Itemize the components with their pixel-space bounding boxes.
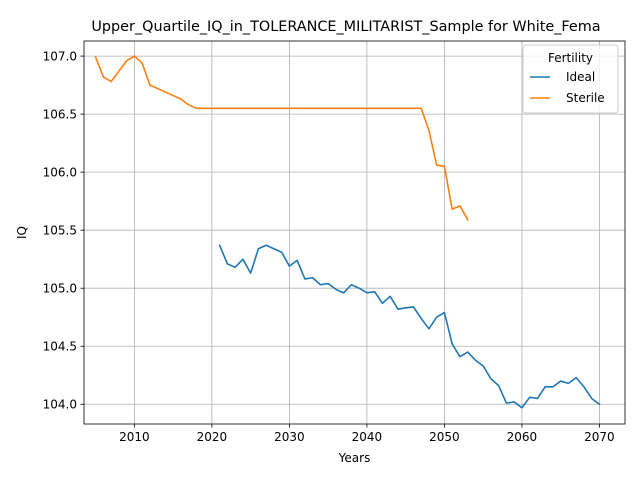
- y-tick-label: 104.0: [43, 398, 77, 412]
- axis-ticks: 2010 2020 2030 2040 2050 2060 2070 104.0 104.5 10…: [43, 49, 615, 444]
- series-line-ideal: [218, 244, 601, 409]
- chart-title: Upper_Quartile_IQ_in_TOLERANCE_MILITARIS…: [91, 19, 600, 35]
- y-tick-label: 106.5: [43, 107, 77, 121]
- y-tick-label: 105.5: [43, 223, 77, 237]
- y-axis-label: IQ: [15, 226, 29, 239]
- x-tick-label: 2070: [584, 430, 615, 444]
- y-tick-label: 107.0: [43, 49, 77, 63]
- x-tick-label: 2020: [197, 430, 228, 444]
- y-tick-label: 104.5: [43, 340, 77, 354]
- legend-title: Fertility: [548, 51, 593, 65]
- x-tick-label: 2040: [352, 430, 383, 444]
- legend-label-ideal: Ideal: [566, 70, 595, 84]
- x-tick-label: 2010: [119, 430, 150, 444]
- legend-label-sterile: Sterile: [566, 91, 605, 105]
- legend: Fertility Ideal Sterile: [522, 44, 619, 114]
- x-axis-label: Years: [338, 451, 371, 465]
- grid: [84, 41, 625, 424]
- legend-frame: [522, 44, 619, 114]
- x-tick-label: 2060: [507, 430, 538, 444]
- series-lines: [94, 55, 601, 409]
- plot-area-frame: [83, 40, 626, 425]
- series-line-sterile: [94, 55, 469, 221]
- x-tick-label: 2030: [274, 430, 305, 444]
- x-tick-label: 2050: [429, 430, 460, 444]
- y-tick-label: 105.0: [43, 282, 77, 296]
- y-tick-label: 106.0: [43, 165, 77, 179]
